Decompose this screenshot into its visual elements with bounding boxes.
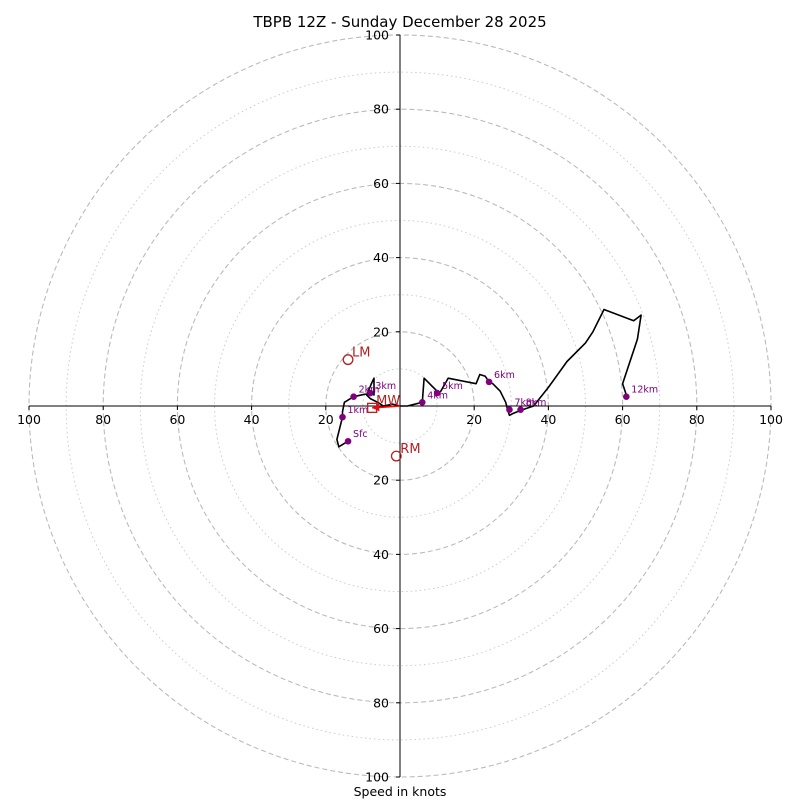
storm-motion-marker-MW xyxy=(367,402,378,414)
x-tick-label: 80 xyxy=(95,412,111,427)
storm-motion-marker-LM xyxy=(342,354,354,366)
height-label-1km: 1km xyxy=(347,405,368,416)
height-label-6km: 6km xyxy=(494,370,515,381)
x-tick-label: 40 xyxy=(540,412,556,427)
height-marker-7km xyxy=(506,406,513,414)
height-marker-3km xyxy=(367,389,374,397)
height-marker-2km xyxy=(350,393,357,401)
height-label-3km: 3km xyxy=(375,381,396,392)
storm-motion-marker-RM xyxy=(390,450,402,462)
x-tick-label: 60 xyxy=(169,412,185,427)
x-tick-label: 100 xyxy=(17,412,41,427)
height-marker-6km xyxy=(485,378,493,386)
storm-motion-label-MW: MW xyxy=(376,394,400,409)
x-tick-label: 60 xyxy=(615,412,631,427)
y-tick-label: 40 xyxy=(373,547,389,562)
height-marker-4km xyxy=(418,398,426,406)
y-tick-label: 80 xyxy=(373,695,389,710)
storm-motion-markers: LM RM MW xyxy=(342,346,421,462)
y-tick-label: 60 xyxy=(373,176,389,191)
height-marker-12km xyxy=(623,393,630,401)
y-tick-label: 60 xyxy=(373,621,389,636)
chart-title: TBPB 12Z - Sunday December 28 2025 xyxy=(252,13,546,31)
height-marker-5km xyxy=(433,389,441,397)
height-marker-Sfc xyxy=(344,437,352,445)
height-label-12km: 12km xyxy=(631,385,658,396)
height-markers: Sfc1km2km3km4km5km6km7km8km12km xyxy=(339,370,658,445)
axis-ticks: 100 100 80 80 60 60 40 40 20 20 20 20 40 40 60 60 80 80 10… xyxy=(17,28,783,785)
x-tick-label: 20 xyxy=(318,412,334,427)
y-tick-label: 20 xyxy=(373,324,389,339)
height-marker-1km xyxy=(339,413,346,421)
height-label-Sfc: Sfc xyxy=(353,429,368,440)
y-tick-label: 100 xyxy=(365,28,389,43)
y-tick-label: 100 xyxy=(365,770,389,785)
x-tick-label: 20 xyxy=(466,412,482,427)
x-tick-label: 100 xyxy=(759,412,783,427)
height-label-5km: 5km xyxy=(442,381,463,392)
height-label-8km: 8km xyxy=(526,398,547,409)
height-marker-8km xyxy=(517,406,524,414)
height-label-7km: 7km xyxy=(514,398,535,409)
storm-motion-label-RM: RM xyxy=(400,442,420,457)
y-tick-label: 20 xyxy=(373,473,389,488)
x-tick-label: 80 xyxy=(689,412,705,427)
storm-motion-label-LM: LM xyxy=(352,346,370,361)
x-axis-label: Speed in knots xyxy=(354,784,447,799)
y-tick-label: 40 xyxy=(373,250,389,265)
y-tick-label: 80 xyxy=(373,102,389,117)
mean-wind-arrow-head xyxy=(372,403,380,412)
x-tick-label: 40 xyxy=(244,412,260,427)
